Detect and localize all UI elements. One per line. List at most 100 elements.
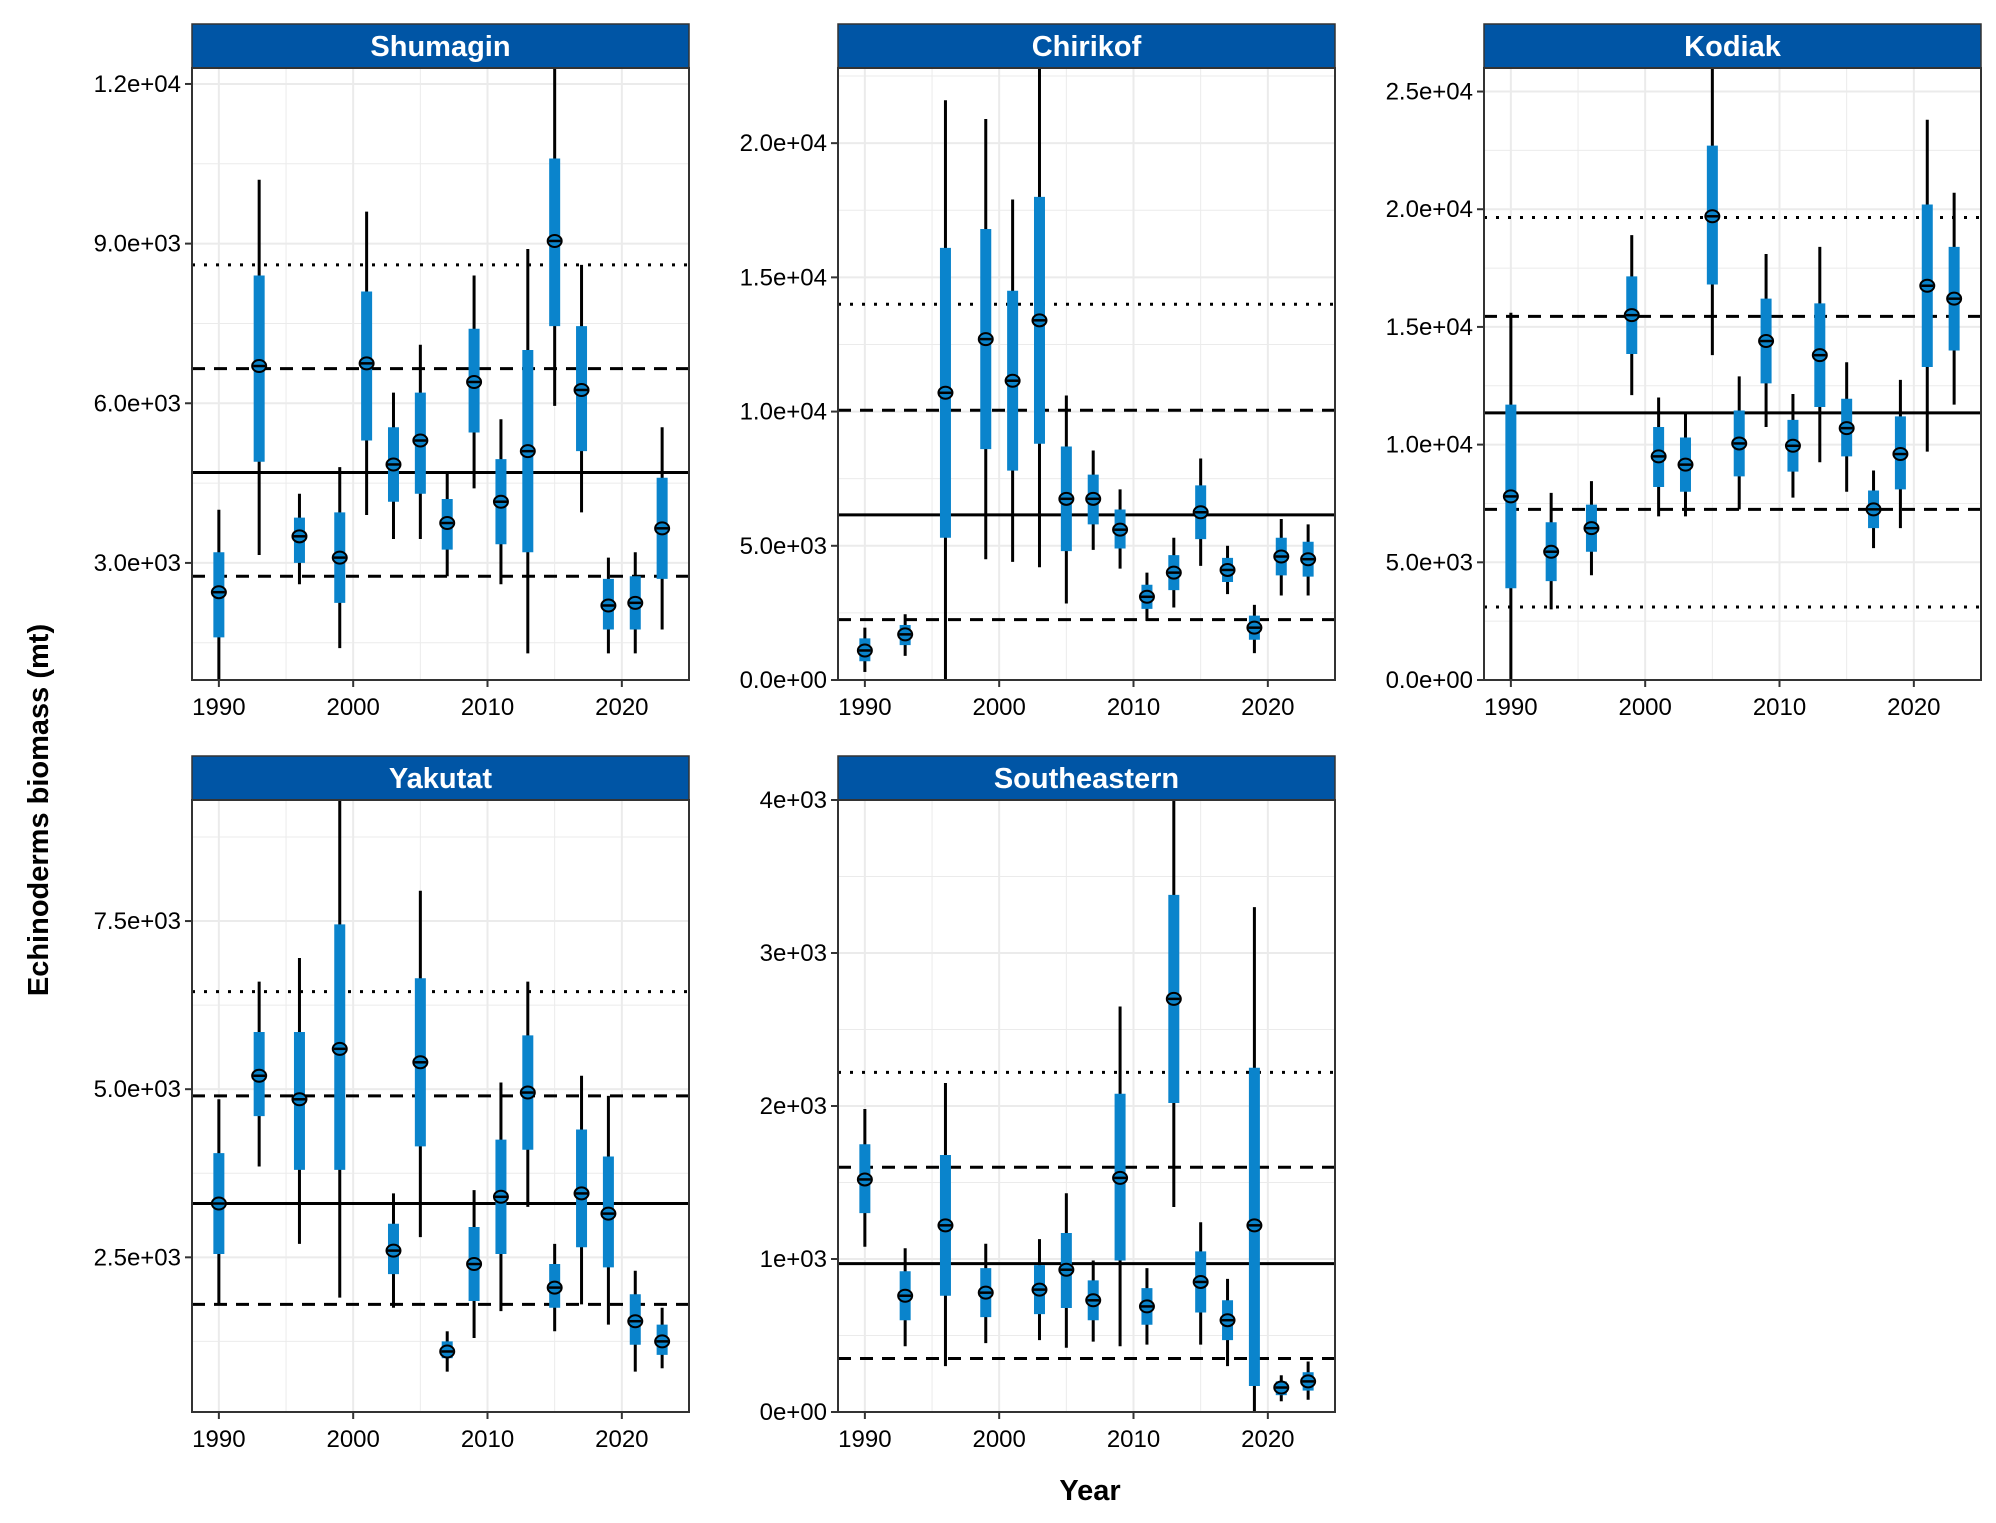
data-point-2009 xyxy=(466,1190,483,1339)
data-point-2023 xyxy=(1300,1361,1317,1400)
panel-background xyxy=(192,800,689,1412)
x-tick-label: 2000 xyxy=(1618,694,1671,721)
panel-background xyxy=(838,68,1335,680)
data-point-2001 xyxy=(358,211,375,516)
data-point-1990 xyxy=(1502,312,1519,680)
data-point-2019 xyxy=(600,557,617,654)
panel-border xyxy=(191,67,690,681)
data-point-2013 xyxy=(519,248,536,654)
data-point-1999 xyxy=(331,800,348,1298)
x-tick-label: 2000 xyxy=(972,694,1025,721)
data-point-2021 xyxy=(1919,119,1936,452)
y-tick-label: 9.0e+03 xyxy=(94,231,181,258)
data-point-2005 xyxy=(1704,68,1721,356)
panel-border xyxy=(191,799,690,1413)
facet-strip-title: Kodiak xyxy=(1684,31,1782,63)
x-tick-label: 2020 xyxy=(1887,694,1940,721)
data-point-2009 xyxy=(466,275,483,489)
data-point-2015 xyxy=(1192,1222,1209,1345)
x-tick-label: 2010 xyxy=(1753,694,1806,721)
x-tick-label: 1990 xyxy=(838,694,891,721)
data-point-2021 xyxy=(1273,518,1290,596)
data-point-2023 xyxy=(654,1307,671,1369)
panel-background xyxy=(1484,68,1981,680)
y-tick-label: 5.0e+03 xyxy=(1386,549,1473,576)
data-point-2013 xyxy=(1165,537,1182,608)
x-tick-label: 2020 xyxy=(1241,694,1294,721)
x-axis-title: Year xyxy=(1059,1475,1120,1507)
y-tick-label: 2.0e+04 xyxy=(1386,196,1473,223)
facet-strip xyxy=(837,23,1336,69)
x-tick-label: 2020 xyxy=(1241,1426,1294,1453)
data-point-1996 xyxy=(1583,481,1600,576)
data-point-2007 xyxy=(439,1331,456,1372)
panel-border xyxy=(1483,67,1982,681)
data-point-1996 xyxy=(937,100,954,680)
data-point-2015 xyxy=(1192,458,1209,566)
data-point-2011 xyxy=(492,419,509,585)
data-point-2019 xyxy=(600,1095,617,1325)
x-tick-label: 2010 xyxy=(461,1426,514,1453)
data-point-2021 xyxy=(627,552,644,654)
data-point-2011 xyxy=(1138,572,1155,621)
data-point-2001 xyxy=(1004,199,1021,562)
data-point-1993 xyxy=(897,1248,914,1347)
facet-strip xyxy=(837,755,1336,801)
data-point-2005 xyxy=(1058,395,1075,604)
data-point-2009 xyxy=(1112,489,1129,569)
facet-kodiak: Kodiak 1990 2000 2010 2020 0.0e+00 5.0e+03 1.0e… xyxy=(1386,23,1982,721)
y-tick-label: 2e+03 xyxy=(760,1093,827,1120)
data-point-2003 xyxy=(385,1193,402,1308)
data-point-1993 xyxy=(251,981,268,1167)
data-point-2023 xyxy=(654,427,671,630)
data-point-2023 xyxy=(1300,524,1317,596)
data-point-2005 xyxy=(412,344,429,539)
data-point-2001 xyxy=(1650,397,1667,517)
facet-strip-title: Shumagin xyxy=(370,31,510,63)
panel-border xyxy=(837,67,1336,681)
facet-strip-title: Southeastern xyxy=(994,763,1179,795)
x-tick-label: 2020 xyxy=(595,1426,648,1453)
data-point-2019 xyxy=(1246,907,1263,1412)
facet-shumagin: Shumagin 1990 2000 2010 2020 3.0e+03 6.0e+03 9.… xyxy=(94,23,690,721)
data-point-2011 xyxy=(1138,1268,1155,1345)
data-point-2009 xyxy=(1112,1006,1129,1347)
y-tick-label: 7.5e+03 xyxy=(94,908,181,935)
facet-strip xyxy=(191,23,690,69)
x-tick-label: 1990 xyxy=(838,1426,891,1453)
y-axis-title: Echinoderms biomass (mt) xyxy=(23,624,55,996)
data-point-2023 xyxy=(1946,192,1963,405)
y-tick-label: 5.0e+03 xyxy=(740,533,827,560)
x-tick-label: 2010 xyxy=(461,694,514,721)
data-point-2003 xyxy=(1031,68,1048,568)
data-point-1999 xyxy=(331,467,348,649)
y-tick-label: 3.0e+03 xyxy=(94,550,181,577)
data-point-2013 xyxy=(1811,246,1828,463)
facet-panels: Shumagin 1990 2000 2010 2020 3.0e+03 6.0e+03 9.… xyxy=(94,23,1982,1453)
data-point-1990 xyxy=(856,627,873,672)
y-tick-label: 1.5e+04 xyxy=(1386,314,1473,341)
y-tick-label: 0e+00 xyxy=(760,1399,827,1426)
data-point-2003 xyxy=(1031,1239,1048,1341)
data-point-2011 xyxy=(1784,394,1801,498)
data-point-2005 xyxy=(412,890,429,1238)
facet-southeastern: Southeastern 1990 2000 2010 2020 0e+00 1e+03 2e… xyxy=(760,755,1336,1453)
data-point-2009 xyxy=(1758,253,1775,427)
facet-strip-title: Chirikof xyxy=(1032,31,1142,63)
data-point-2017 xyxy=(1219,1278,1236,1367)
y-tick-label: 6.0e+03 xyxy=(94,390,181,417)
y-tick-label: 1.2e+04 xyxy=(94,71,181,98)
data-point-2021 xyxy=(1273,1375,1290,1402)
y-tick-label: 5.0e+03 xyxy=(94,1076,181,1103)
data-point-2019 xyxy=(1892,379,1909,529)
data-point-1996 xyxy=(937,1083,954,1367)
data-point-1999 xyxy=(977,119,994,560)
x-tick-label: 1990 xyxy=(192,1426,245,1453)
data-point-2015 xyxy=(546,1243,563,1332)
facet-strip-title: Yakutat xyxy=(389,763,492,795)
x-tick-label: 1990 xyxy=(1484,694,1537,721)
data-point-1990 xyxy=(210,509,227,680)
y-tick-label: 1e+03 xyxy=(760,1246,827,1273)
facet-yakutat: Yakutat 1990 2000 2010 2020 2.5e+03 5.0e+03 7.5… xyxy=(94,755,690,1453)
x-tick-label: 1990 xyxy=(192,694,245,721)
